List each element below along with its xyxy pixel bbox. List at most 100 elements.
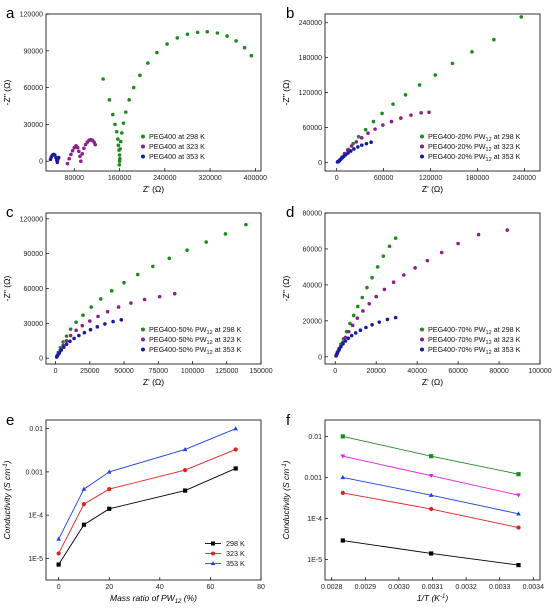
y-tick-label: 80000 [303,211,323,218]
legend-entry: PEG400-50% PW12 at 323 K [141,335,242,346]
data-point [381,123,385,127]
data-point [382,287,387,292]
data-point [68,327,73,331]
data-point [234,39,238,43]
y-tick-label: 60000 [24,286,44,293]
data-point [371,119,376,124]
legend-marker [141,134,145,139]
y-axis-label: Conductivity (S cm-1) [2,460,12,539]
data-point [374,294,378,299]
x-tick-label: 0 [54,368,58,375]
data-point [389,119,394,124]
x-tick-label: 0.0030 [388,584,410,591]
legend-label: PEG400-20% PW12 at 298 K [428,132,521,143]
data-point [61,340,65,344]
data-point [380,111,384,116]
data-point [106,469,112,474]
data-point [81,313,85,318]
data-point [363,127,368,132]
data-point [428,492,434,497]
data-point [369,140,373,145]
panel-letter: c [6,204,14,221]
data-point [122,280,126,285]
series-line [58,449,236,554]
data-point [81,522,87,527]
x-tick-label: 0.0029 [355,584,377,591]
data-point [377,320,382,324]
legend-marker [210,561,216,566]
legend-entry: PEG400-70% PW12 at 323 K [420,335,521,346]
data-point [103,322,107,326]
data-point [343,335,348,340]
data-point [413,266,417,270]
legend-entry: PEG400-50% PW12 at 353 K [141,345,242,356]
x-tick-label: 0 [335,175,339,182]
data-point [359,143,364,147]
data-point [101,77,105,81]
legend-entry: 323 K [205,549,245,558]
data-point [64,334,69,338]
data-point [337,347,342,352]
data-point [349,333,354,338]
data-point [393,315,398,320]
data-point [68,339,72,344]
data-point [157,294,162,299]
x-tick-label: 0.0028 [321,584,343,591]
x-tick-label: 60000 [374,175,394,182]
data-point [151,264,155,269]
y-tick-label: 1E-5 [28,556,43,563]
x-tick-label: 50000 [114,368,134,375]
x-tick-label: 400000 [244,175,267,182]
data-point [345,148,350,152]
data-point [155,50,159,55]
data-point [80,323,85,328]
data-point [516,562,521,568]
data-point [111,319,115,324]
legend-label: PEG400 at 298 K [149,132,205,141]
x-tick-label: 0.0034 [523,584,545,591]
data-point [359,136,364,140]
panel-letter: e [6,412,14,429]
x-tick-label: 100000 [181,368,204,375]
data-point [403,93,408,97]
series-4 [340,454,521,498]
series-line [58,428,236,540]
x-tick-label: 100000 [528,368,551,375]
legend-label: PEG400 at 353 K [149,152,205,161]
y-tick-label: 120000 [20,12,43,19]
data-point [89,305,93,309]
data-point [59,348,64,352]
data-point [118,139,123,144]
x-axis-label: Z' (Ω) [143,377,164,387]
data-point [64,338,69,343]
series-2 [336,110,431,164]
data-point [88,319,92,323]
y-tick-label: 120000 [299,90,322,97]
y-tick-label: 0 [318,354,322,361]
series-3 [48,152,61,165]
data-point [96,314,100,319]
data-point [119,318,124,322]
data-point [351,313,356,318]
data-point [135,272,140,277]
data-point [80,152,85,156]
data-point [349,144,354,148]
data-point [225,34,229,38]
legend-marker [420,144,424,149]
y-tick-label: 20000 [303,318,323,325]
data-point [364,325,368,330]
series-3 [54,318,124,359]
x-tick-label: 20000 [366,368,386,375]
legend-label: PEG400-20% PW12 at 353 K [428,152,521,163]
data-point [98,297,103,301]
data-point [516,525,521,530]
legend-marker [420,337,424,342]
data-point [129,301,133,305]
legend-entry: 298 K [205,539,245,548]
y-tick-label: 0.01 [29,426,43,433]
data-point [123,110,128,114]
y-tick-label: 0.01 [308,434,322,441]
x-tick-label: 80 [257,584,265,591]
data-point [519,15,524,19]
y-tick-label: 1E-5 [307,557,322,564]
